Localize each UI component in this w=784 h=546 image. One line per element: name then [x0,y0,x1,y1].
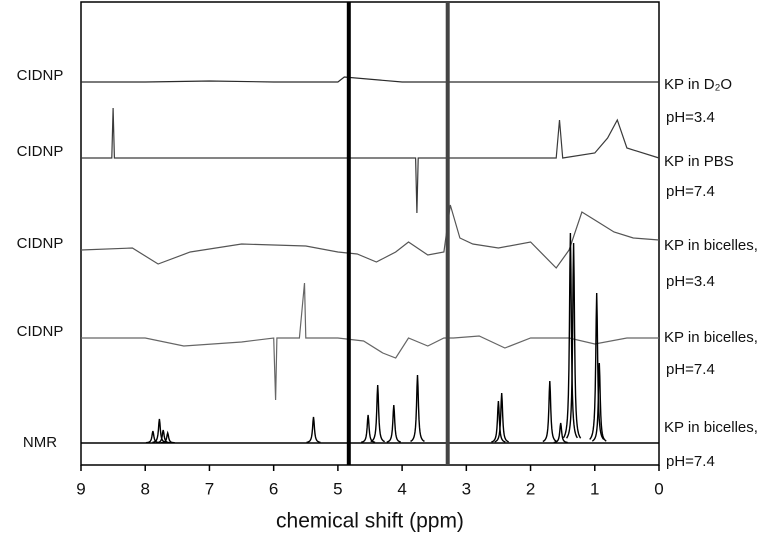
left-label: NMR [23,434,57,451]
legend-name: KP in bicelles, [664,329,758,346]
solvent-line [445,2,450,465]
x-tick-label: 2 [526,479,535,498]
cidnp-trace [81,282,659,401]
cidnp-trace [80,204,660,269]
x-tick-label: 6 [269,479,278,498]
nmr-peak [306,416,321,444]
legend-condition: pH=7.4 [666,453,715,470]
x-tick-label: 3 [462,479,471,498]
x-tick-label: 8 [140,479,149,498]
nmr-peak [494,392,509,443]
x-tick-label: 1 [590,479,599,498]
cidnp-trace [81,76,659,83]
left-label: CIDNP [17,323,64,340]
nmr-peak [591,362,607,442]
legend-name: KP in PBS [664,153,734,170]
solvent-line [346,2,351,465]
nmr-peak [370,384,385,443]
nmr-peak [156,429,171,444]
x-tick-label: 7 [205,479,214,498]
x-tick-label: 4 [397,479,406,498]
left-label: CIDNP [17,235,64,252]
legend-name: KP in bicelles, [664,237,758,254]
nmr-peak [360,414,376,443]
nmr-peak [566,242,582,439]
cidnp-trace [81,107,660,214]
x-tick-label: 0 [654,479,663,498]
plot-frame [80,1,660,466]
legend-condition: pH=3.4 [666,109,715,126]
legend-condition: pH=7.4 [666,183,715,200]
legend-name: KP in bicelles, [664,419,758,436]
legend-condition: pH=3.4 [666,273,715,290]
legend-condition: pH=7.4 [666,361,715,378]
nmr-peak [589,292,605,440]
nmr-peak [562,232,578,439]
x-axis-label: chemical shift (ppm) [276,510,464,533]
left-label: CIDNP [17,143,64,160]
nmr-peak [386,404,402,443]
nmr-peak [542,380,558,443]
nmr-peak [553,422,568,444]
legend-name: KP in D₂O [664,76,732,93]
nmr-peak [160,430,175,444]
left-label: CIDNP [17,67,64,84]
nmr-peak [410,374,425,443]
x-tick-label: 5 [333,479,342,498]
nmr-peak [491,400,506,443]
x-tick-label: 9 [76,479,85,498]
